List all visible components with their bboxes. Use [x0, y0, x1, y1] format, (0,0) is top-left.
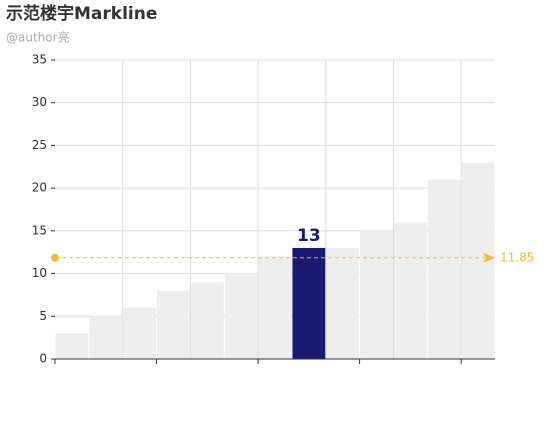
bar	[360, 230, 393, 359]
bar	[427, 179, 461, 359]
bar	[461, 162, 495, 359]
mark-line-label: 11.85	[500, 250, 534, 264]
y-tick-label: 25	[32, 138, 47, 152]
bar	[89, 316, 123, 359]
y-tick-label: 0	[39, 352, 47, 366]
mark-line-start	[51, 253, 59, 262]
bar	[258, 256, 292, 359]
y-tick-label: 10	[32, 266, 47, 280]
bar	[393, 222, 427, 359]
bar	[292, 247, 326, 359]
y-tick-label: 30	[32, 95, 47, 109]
data-label: 13	[297, 226, 321, 246]
bar	[190, 282, 224, 359]
bar	[157, 290, 190, 359]
y-tick-label: 5	[39, 309, 47, 323]
mark-line-arrow	[483, 252, 495, 263]
bar	[326, 247, 360, 359]
y-tick-label: 35	[32, 53, 47, 67]
bar	[123, 307, 157, 359]
y-tick-label: 15	[32, 223, 47, 237]
chart-subtitle: @author亮	[6, 30, 70, 45]
bar	[55, 333, 89, 359]
y-tick-label: 20	[32, 181, 47, 195]
bar	[224, 273, 258, 359]
chart-title: 示范楼宇Markline	[6, 3, 157, 24]
